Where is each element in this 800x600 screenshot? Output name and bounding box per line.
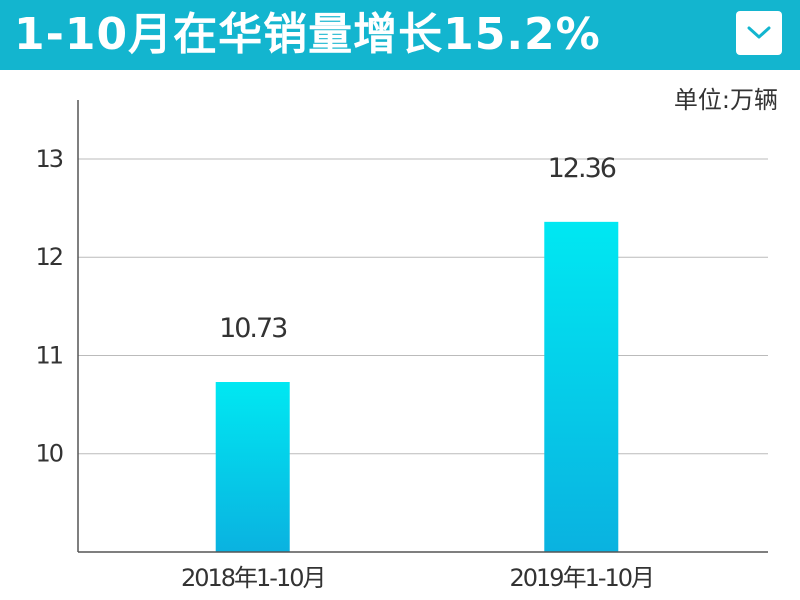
unit-label: 单位:万辆 bbox=[673, 86, 778, 114]
x-category-label: 2019年1-10月 bbox=[510, 564, 654, 592]
x-category-label: 2018年1-10月 bbox=[181, 564, 325, 592]
y-tick-label: 13 bbox=[35, 145, 62, 173]
chevron-down-icon bbox=[747, 26, 771, 39]
value-label: 10.73 bbox=[219, 313, 287, 344]
dropdown-button[interactable] bbox=[736, 11, 782, 55]
value-label: 12.36 bbox=[548, 153, 616, 184]
page-title: 1-10月在华销量增长15.2% bbox=[14, 9, 601, 60]
y-tick-label: 10 bbox=[35, 440, 62, 468]
bar-2 bbox=[544, 221, 619, 552]
bar-1 bbox=[215, 382, 290, 552]
header-bar: 1-10月在华销量增长15.2% bbox=[0, 0, 800, 70]
y-tick-label: 12 bbox=[35, 243, 62, 271]
y-tick-label: 11 bbox=[35, 341, 62, 369]
